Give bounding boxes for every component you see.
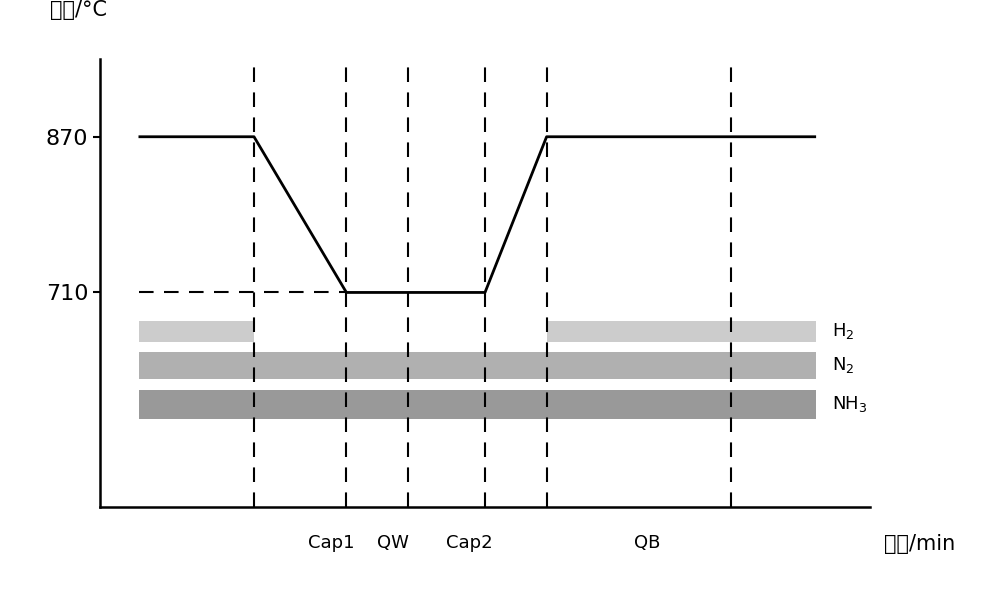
Text: Cap2: Cap2 [446,534,493,552]
Text: N$_2$: N$_2$ [832,355,854,375]
Bar [138,390,816,419]
Bar [547,320,816,342]
Text: Cap1: Cap1 [308,534,354,552]
Text: H$_2$: H$_2$ [832,322,854,342]
Bar [138,320,254,342]
Text: NH$_3$: NH$_3$ [832,395,867,414]
Text: 温度/°C: 温度/°C [50,0,107,20]
Text: QB: QB [634,534,660,552]
Text: QW: QW [377,534,409,552]
Text: 时间/min: 时间/min [884,534,955,554]
Bar [138,352,816,379]
